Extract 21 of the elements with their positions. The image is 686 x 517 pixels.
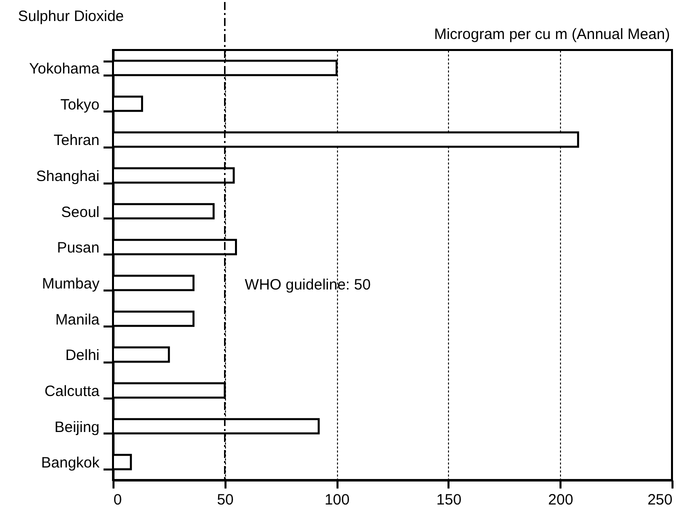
x-tick-label: 50 <box>216 492 234 508</box>
x-tick-label: 250 <box>647 492 672 508</box>
y-tick-label: Shanghai <box>36 168 100 185</box>
y-tick-label: Manila <box>55 311 100 328</box>
y-tick-label: Bangkok <box>41 454 100 472</box>
chart-title: Sulphur Dioxide <box>18 8 124 25</box>
y-tick-label: Tehran <box>54 132 100 150</box>
x-tick-label: 200 <box>548 492 574 508</box>
x-axis-title: Microgram per cu m (Annual Mean) <box>434 26 670 43</box>
y-tick-label: Mumbay <box>42 275 100 292</box>
y-tick-label: Yokohama <box>29 60 100 78</box>
ref-line-label: WHO guideline: 50 <box>244 276 371 294</box>
y-tick-label: Tokyo <box>60 96 100 114</box>
y-tick-label: Seoul <box>61 204 100 221</box>
x-tick-label: 100 <box>324 492 350 508</box>
y-tick-label: Beijing <box>54 418 100 436</box>
x-tick-label: 150 <box>436 492 462 508</box>
y-tick-label: Calcutta <box>44 382 100 400</box>
y-tick-label: Delhi <box>65 347 100 364</box>
x-tick-label: 0 <box>114 492 122 508</box>
y-tick-label: Pusan <box>56 240 100 257</box>
